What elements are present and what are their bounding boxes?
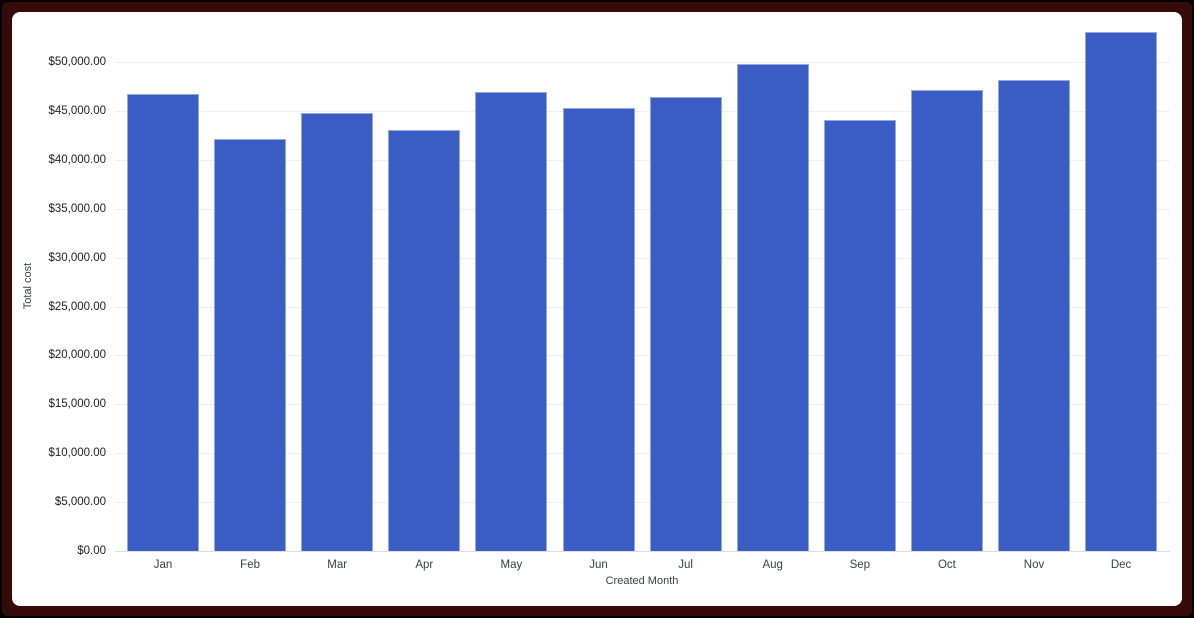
x-tick-label-aug: Aug <box>762 559 783 571</box>
y-tick-label: $45,000.00 <box>48 104 106 117</box>
y-tick-label: $25,000.00 <box>48 300 106 313</box>
bar-jul[interactable] <box>649 97 722 551</box>
x-tick-label-mar: Mar <box>327 559 348 571</box>
y-gridline <box>115 453 1170 455</box>
x-tick-label-apr: Apr <box>415 559 434 571</box>
bar-nov[interactable] <box>998 79 1070 551</box>
y-tick-label: $10,000.00 <box>48 447 106 460</box>
y-gridline <box>115 110 1170 112</box>
x-axis-baseline <box>115 551 1170 552</box>
x-tick-label-jun: Jun <box>589 559 608 571</box>
x-tick-label-nov: Nov <box>1023 559 1045 571</box>
x-tick-label-oct: Oct <box>937 559 956 571</box>
y-tick-label: $5,000.00 <box>54 496 106 509</box>
x-tick-label-jul: Jul <box>678 559 693 571</box>
bar-may[interactable] <box>475 92 548 551</box>
y-gridline <box>115 404 1170 406</box>
y-gridline <box>115 62 1170 63</box>
bar-aug[interactable] <box>736 64 809 551</box>
y-gridline <box>115 502 1170 504</box>
y-gridline <box>115 208 1170 210</box>
y-tick-label: $35,000.00 <box>48 202 106 215</box>
bar-jun[interactable] <box>562 108 635 551</box>
x-tick-label-may: May <box>500 559 523 571</box>
y-gridline <box>115 257 1170 259</box>
bar-apr[interactable] <box>388 129 461 551</box>
y-gridline <box>115 355 1170 357</box>
y-tick-label: $15,000.00 <box>48 398 106 411</box>
bar-mar[interactable] <box>301 112 374 551</box>
bar-jan[interactable] <box>127 94 199 551</box>
y-axis-title: Total cost <box>22 262 34 310</box>
y-tick-label: $0.00 <box>77 545 106 557</box>
bar-feb[interactable] <box>214 139 287 551</box>
x-tick-label-jan: Jan <box>153 559 173 571</box>
y-gridline <box>115 159 1170 161</box>
bar-sep[interactable] <box>823 119 896 551</box>
y-tick-label: $50,000.00 <box>48 56 106 68</box>
y-gridline <box>115 306 1170 308</box>
y-tick-label: $40,000.00 <box>48 153 106 166</box>
x-tick-label-sep: Sep <box>849 559 871 571</box>
x-tick-label-dec: Dec <box>1110 559 1132 571</box>
y-tick-label: $20,000.00 <box>48 349 106 362</box>
x-tick-label-feb: Feb <box>240 559 260 571</box>
bar-oct[interactable] <box>910 90 983 551</box>
x-axis-title: Created Month <box>605 575 679 587</box>
y-tick-label: $30,000.00 <box>48 251 106 264</box>
bar-dec[interactable] <box>1085 31 1158 551</box>
